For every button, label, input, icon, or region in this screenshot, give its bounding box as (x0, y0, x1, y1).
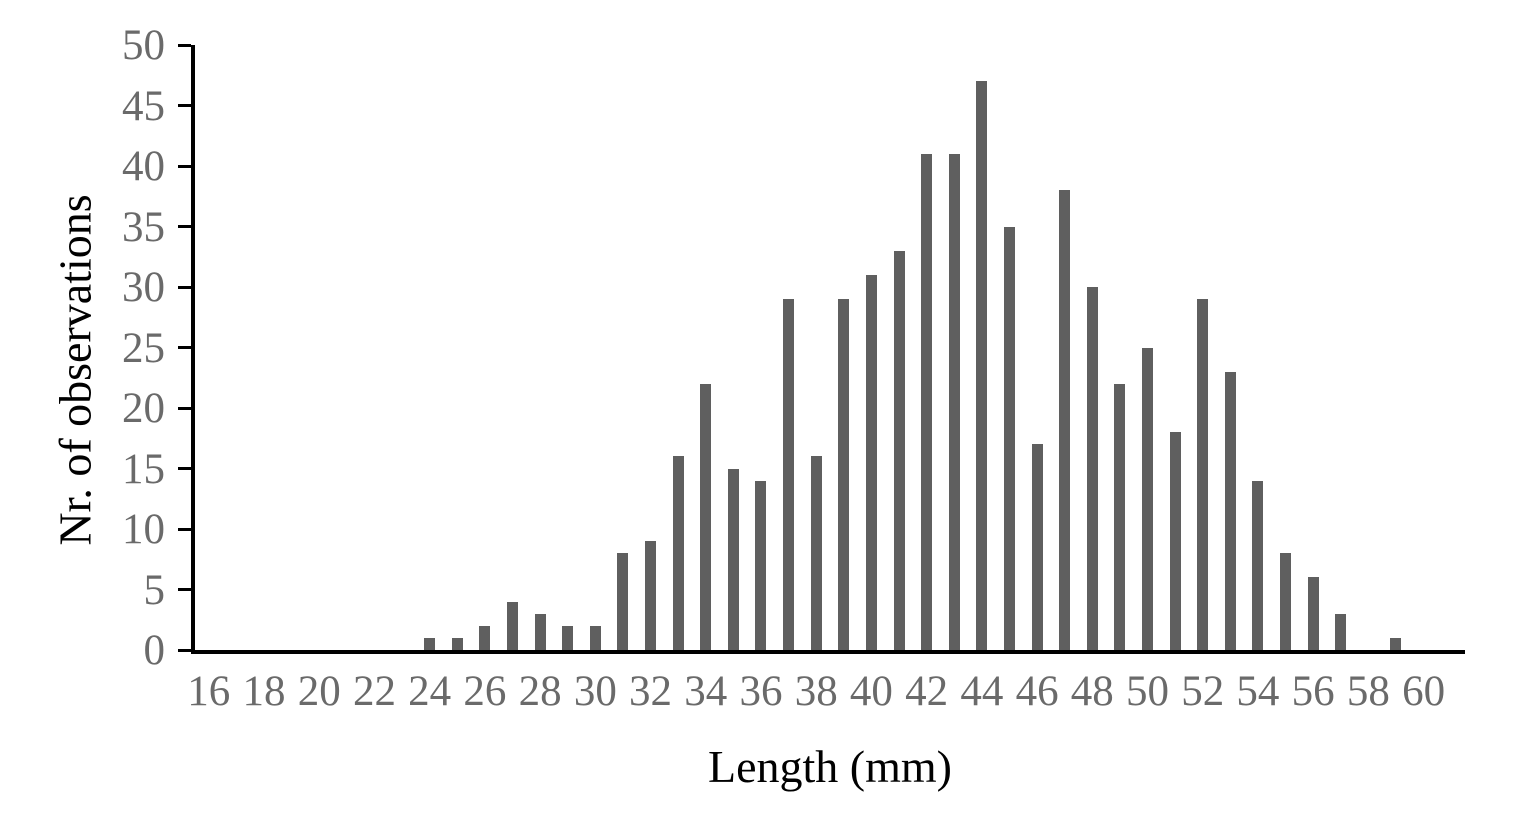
x-tick-label: 46 (1015, 668, 1059, 715)
y-axis-tick (178, 225, 191, 228)
bar-48 (1086, 287, 1098, 650)
bar-56 (1307, 577, 1319, 650)
x-axis-line (191, 650, 1465, 654)
x-tick-label: 22 (352, 668, 396, 715)
bar-45 (1003, 226, 1015, 650)
x-tick-label: 48 (1070, 668, 1114, 715)
x-tick-label: 30 (573, 668, 617, 715)
x-tick-label: 24 (408, 668, 452, 715)
bar-53 (1224, 371, 1236, 650)
plot-area: 0 5 10 15 20 25 30 35 40 45 50 16 18 20 22 24 26 28 30 32 34… (122, 24, 1465, 713)
y-tick-label: 15 (122, 445, 165, 493)
bar-27 (507, 601, 518, 650)
x-tick-label: 38 (794, 668, 838, 715)
x-tick-label: 56 (1291, 668, 1335, 715)
bar-31 (617, 553, 629, 650)
x-tick-label: 16 (187, 668, 231, 715)
x-tick-label: 44 (960, 668, 1004, 715)
x-tick-label: 32 (629, 668, 673, 715)
bar-44 (976, 81, 988, 650)
bar-39 (838, 299, 850, 650)
y-axis-tick (178, 285, 191, 289)
bar-36 (755, 480, 767, 650)
x-tick-label: 18 (242, 668, 286, 715)
bar-51 (1169, 432, 1181, 650)
y-tick-label: 25 (122, 324, 165, 372)
x-tick-label: 52 (1181, 668, 1225, 715)
bar-57 (1335, 613, 1347, 650)
y-tick-label: 10 (122, 506, 165, 553)
x-tick-label: 42 (905, 668, 949, 715)
bar-50 (1142, 347, 1153, 650)
x-tick-label: 36 (739, 668, 783, 715)
y-tick-label: 0 (143, 627, 166, 674)
y-axis-tick (178, 467, 191, 470)
bar-30 (589, 625, 601, 650)
y-tick-label: 30 (122, 264, 165, 311)
x-tick-label: 34 (684, 668, 728, 715)
y-tick-label: 50 (122, 22, 165, 69)
y-axis-tick (178, 346, 191, 349)
x-tick-label: 54 (1236, 668, 1280, 715)
y-tick-label: 5 (143, 566, 166, 614)
x-tick-label: 60 (1402, 668, 1446, 715)
x-tick-label: 40 (849, 668, 893, 715)
bar-37 (783, 299, 795, 650)
y-axis-tick (178, 588, 191, 591)
bar-33 (672, 456, 684, 650)
bar-24 (424, 637, 436, 650)
bar-26 (479, 625, 491, 650)
bar-41 (893, 250, 905, 650)
bar-34 (700, 383, 712, 650)
y-tick-label: 20 (122, 385, 165, 432)
y-tick-label: 45 (122, 82, 165, 130)
bar-46 (1031, 444, 1043, 650)
x-axis-title: Length (mm) (708, 741, 952, 792)
x-tick-label: 50 (1126, 668, 1169, 715)
y-axis-tick (178, 527, 191, 531)
x-tick-label: 26 (463, 668, 507, 715)
x-tick-label: 20 (297, 668, 341, 715)
bar-38 (810, 456, 822, 650)
bar-28 (534, 613, 546, 650)
bar-35 (727, 468, 739, 650)
bar-43 (948, 153, 960, 650)
bar-25 (451, 637, 463, 650)
y-axis-line (191, 45, 195, 654)
bar-54 (1252, 480, 1264, 650)
bar-59 (1390, 637, 1402, 650)
y-axis-tick (178, 104, 191, 107)
bar-55 (1280, 553, 1292, 650)
bar-29 (562, 625, 574, 650)
x-tick-label: 28 (518, 668, 562, 715)
y-axis-tick (178, 43, 191, 47)
bar-32 (645, 541, 657, 650)
y-axis-tick (178, 648, 191, 652)
bar-52 (1197, 299, 1209, 650)
bar-40 (865, 274, 877, 650)
bar-49 (1114, 383, 1126, 650)
x-tick-label: 58 (1346, 668, 1390, 715)
y-tick-label: 35 (122, 203, 165, 251)
y-tick-label: 40 (122, 143, 165, 190)
bar-42 (921, 153, 933, 650)
y-axis-tick (178, 164, 191, 168)
bar-47 (1059, 190, 1071, 650)
y-axis-tick (178, 406, 191, 410)
